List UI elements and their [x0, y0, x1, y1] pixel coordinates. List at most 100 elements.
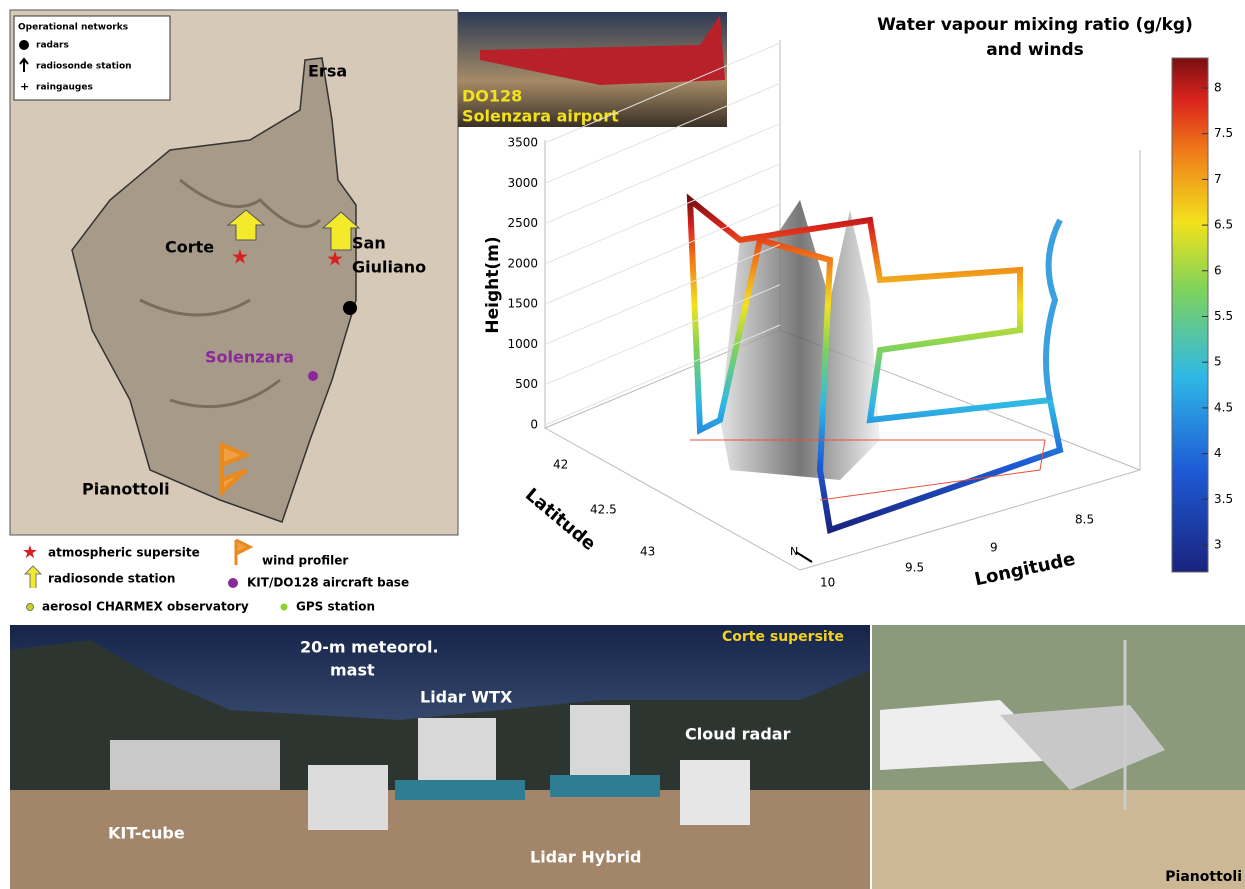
- flight-track: [1043, 218, 1063, 401]
- aircraft: [480, 15, 725, 85]
- colorbar-tick-label: 6.5: [1214, 218, 1233, 232]
- radiosonde-icon: [19, 57, 29, 72]
- photo-label: Cloud radar: [685, 725, 791, 744]
- gps-icon: [280, 603, 288, 611]
- z-tick: 500: [515, 377, 538, 391]
- colorbar-tick-label: 7: [1214, 172, 1222, 186]
- radar-icon: [19, 40, 29, 50]
- colorbar-ticks: 8 7.5 7 6.5 6 5.5 5 4.5 4 3.5 3: [1202, 81, 1233, 552]
- platform: [395, 780, 525, 800]
- legend-item: wind profiler: [262, 554, 348, 568]
- y-tick: 8.5: [1075, 513, 1094, 527]
- z-grid: [544, 243, 781, 345]
- arrow-icon: [23, 565, 43, 588]
- curtain: [720, 200, 880, 480]
- y-tick: 9.5: [905, 561, 924, 575]
- photo-label: 20-m meteorol.: [300, 638, 439, 657]
- lidar-wtx: [418, 718, 496, 788]
- photo-caption: DO128: [462, 87, 522, 106]
- colorbar-tick-label: 8: [1214, 81, 1222, 95]
- z-axis-label: Height(m): [483, 236, 503, 333]
- z-grid: [544, 284, 781, 386]
- x-tick: 42.5: [590, 503, 617, 517]
- colorbar-tick-label: 4.5: [1214, 400, 1233, 414]
- sand: [872, 790, 1245, 889]
- place: Ersa: [308, 62, 347, 81]
- z-grid: [544, 42, 781, 144]
- legend-item: raingauges: [36, 83, 93, 93]
- place: Corte: [165, 238, 214, 257]
- supersite-star: ★: [231, 245, 249, 269]
- z-axis: 3500 3000 2500 2000 1500 1000 500 0: [507, 42, 781, 432]
- colorbar-tick-label: 3.5: [1214, 492, 1233, 506]
- z-tick: 2500: [507, 216, 538, 230]
- photo-label: Pianottoli: [1165, 869, 1242, 885]
- photo-label: mast: [330, 661, 375, 680]
- z-tick: 3500: [507, 136, 538, 150]
- radiosonde-arrows: [226, 209, 361, 251]
- legend-item: radiosonde station: [48, 572, 175, 586]
- place: Giuliano: [352, 258, 426, 277]
- map-legend-box: [13, 15, 171, 101]
- z-grid: [544, 203, 781, 305]
- legend-item: KIT/DO128 aircraft base: [247, 576, 409, 590]
- aircraft-base: [308, 371, 318, 381]
- x-tick: 42: [553, 458, 568, 472]
- z-grid: [544, 324, 781, 426]
- z-tick: 2000: [507, 256, 538, 270]
- ground-track: [690, 439, 1046, 501]
- container: [308, 765, 388, 830]
- place: San: [352, 234, 386, 253]
- photo-caption: Solenzara airport: [462, 107, 619, 126]
- relief: [139, 178, 322, 409]
- legend-item: atmospheric supersite: [48, 546, 200, 560]
- photo-label: Lidar WTX: [420, 688, 513, 707]
- legend-item: radiosonde station: [36, 62, 132, 72]
- y-tick: 10: [820, 576, 835, 590]
- north-arrow: [795, 551, 813, 563]
- y-tick: 9: [990, 541, 998, 555]
- plot-title: Water vapour mixing ratio (g/kg): [877, 15, 1193, 35]
- z-tick: 0: [530, 418, 538, 432]
- legend-item: aerosol CHARMEX observatory: [42, 600, 249, 614]
- aerosol-icon: [26, 603, 34, 611]
- lidar-hybrid: [570, 705, 630, 785]
- north-label: N: [790, 545, 798, 558]
- photo-label: Corte supersite: [722, 629, 844, 645]
- supersite-star: ★: [326, 247, 344, 271]
- z-grid: [544, 123, 781, 225]
- place: Pianottoli: [82, 480, 170, 499]
- colorbar-tick-label: 6: [1214, 263, 1222, 277]
- colorbar-tick-label: 5.5: [1214, 309, 1233, 323]
- colorbar-tick-label: 7.5: [1214, 126, 1233, 140]
- x-axis-label: Latitude: [521, 484, 600, 555]
- star-icon: ★: [22, 542, 38, 563]
- map-legend-title: Operational networks: [18, 23, 128, 33]
- platform: [550, 775, 660, 797]
- plot-title: and winds: [986, 40, 1084, 60]
- cloud-radar: [680, 760, 750, 825]
- z-grid: [544, 163, 781, 265]
- kit-cube: [110, 740, 280, 790]
- profiler-icon: [234, 538, 254, 565]
- z-grid: [544, 82, 781, 184]
- colorbar-tick-label: 4: [1214, 446, 1222, 460]
- flight-track: [686, 193, 1064, 535]
- island: [71, 57, 357, 523]
- colorbar: [1171, 57, 1209, 573]
- base-icon: [228, 578, 238, 588]
- colorbar-tick-label: 3: [1214, 538, 1222, 552]
- wind-profiler: [220, 442, 252, 495]
- legend-item: GPS station: [296, 600, 375, 614]
- radar: [343, 301, 357, 315]
- photo-label: KIT-cube: [108, 824, 185, 843]
- y-axis-label: Longitude: [973, 549, 1077, 591]
- legend-item: radars: [36, 41, 69, 51]
- place: Solenzara: [205, 348, 294, 367]
- z-tick: 1500: [507, 297, 538, 311]
- z-tick: 3000: [507, 176, 538, 190]
- photo-label: Lidar Hybrid: [530, 848, 642, 867]
